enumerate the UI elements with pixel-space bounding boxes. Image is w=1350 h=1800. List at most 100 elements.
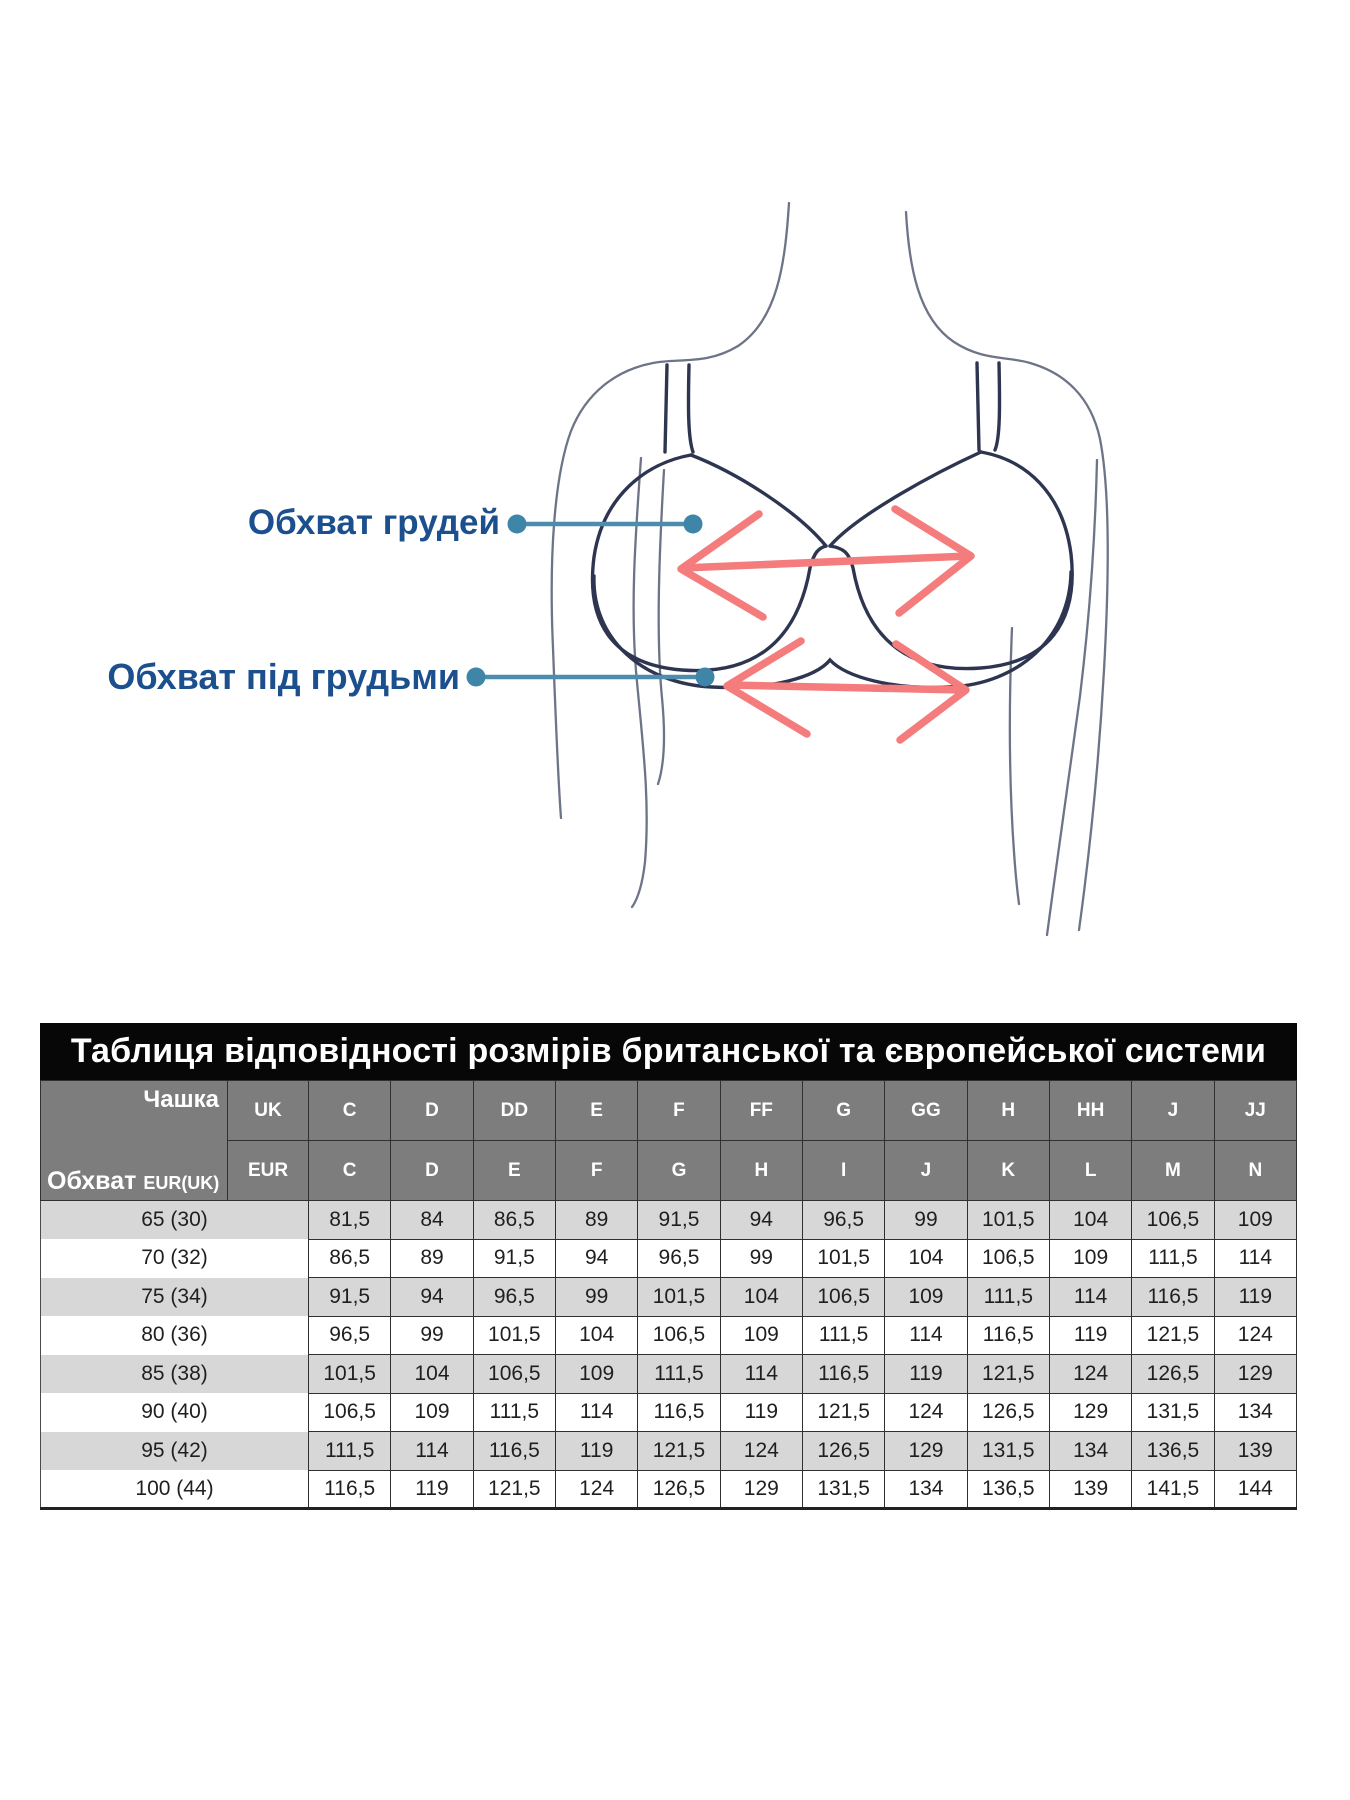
size-value-cell: 96,5 [307,1315,392,1355]
size-value-cell: 129 [1213,1354,1298,1394]
cup-header-cell: F [637,1080,721,1141]
size-value-cell: 111,5 [637,1354,721,1394]
cup-header-cell: G [637,1140,721,1201]
cup-header-cell: D [390,1080,474,1141]
underbust-measure-arrow-icon [723,637,970,744]
uk-header-row: Чашка Обхват EUR(UK) UK C D DD E F FF G GG H HH J J… [40,1080,1298,1201]
left-bra-strap-inner [686,363,695,454]
size-value-cell: 124 [719,1431,803,1471]
size-value-cell: 134 [1048,1431,1133,1471]
row-size-label: 95 (42) [40,1431,309,1470]
size-value-cell: 131,5 [966,1431,1050,1471]
size-value-cell: 106,5 [966,1238,1050,1278]
right-cup-top-edge [828,450,983,548]
size-value-cell: 104 [719,1277,803,1317]
left-underarm-line [656,468,666,786]
table-row: 85 (38) 101,5 104 106,5 109 111,5 114 116,5 119 1… [40,1354,1298,1394]
size-value-cell: 111,5 [1131,1238,1215,1278]
row-size-label: 90 (40) [40,1393,309,1432]
size-value-cell: 119 [1213,1277,1298,1317]
cup-header-cell: JJ [1213,1080,1298,1141]
size-value-cell: 111,5 [472,1392,556,1432]
torso-figure [550,201,1109,937]
table-row: 70 (32) 86,5 89 91,5 94 96,5 99 101,5 104 106,5 10… [40,1238,1298,1278]
size-value-cell: 119 [1048,1315,1133,1355]
bust-measure-arrow-icon [677,505,975,621]
size-value-cell: 129 [719,1469,803,1509]
right-torso-side-outline [1008,626,1021,906]
table-row: 100 (44) 116,5 119 121,5 124 126,5 129 131,5 134… [40,1469,1298,1509]
cup-header-cell: H [966,1080,1050,1141]
size-value-cell: 126,5 [966,1392,1050,1432]
size-value-cell: 96,5 [472,1277,556,1317]
cup-header-cell: L [1048,1140,1133,1201]
size-value-cell: 134 [884,1469,968,1509]
size-value-cell: 144 [1213,1469,1298,1509]
size-value-cell: 131,5 [801,1469,886,1509]
size-value-cell: 94 [390,1277,474,1317]
size-value-cell: 109 [390,1392,474,1432]
size-value-cell: 101,5 [966,1200,1050,1240]
bust-girth-label: Обхват грудей [247,503,500,542]
row-size-label: 100 (44) [40,1470,309,1509]
underbust-connector-line [466,667,715,687]
right-bra-strap-inner [993,361,1002,452]
size-value-cell: 141,5 [1131,1469,1215,1509]
size-value-cell: 106,5 [637,1315,721,1355]
size-value-cell: 119 [884,1354,968,1394]
size-value-cell: 109 [719,1315,803,1355]
size-value-cell: 99 [719,1238,803,1278]
bra-underband [592,570,1073,690]
cup-header-cell: M [1131,1140,1215,1201]
size-value-cell: 106,5 [801,1277,886,1317]
size-value-cell: 111,5 [307,1431,392,1471]
size-chart: Таблиця відповідності розмірів британськ… [40,1023,1298,1510]
size-value-cell: 89 [390,1238,474,1278]
right-cup-outline [828,450,1074,671]
size-value-cell: 116,5 [472,1431,556,1471]
left-torso-side-outline [630,456,648,909]
table-row: 90 (40) 106,5 109 111,5 114 116,5 119 121,5 124 1… [40,1392,1298,1432]
size-value-cell: 126,5 [1131,1354,1215,1394]
bra-measurement-diagram [466,201,1109,937]
size-value-cell: 94 [554,1238,639,1278]
size-value-cell: 86,5 [472,1200,556,1240]
size-value-cell: 116,5 [966,1315,1050,1355]
size-value-cell: 121,5 [801,1392,886,1432]
row-size-label: 85 (38) [40,1354,309,1393]
size-value-cell: 119 [390,1469,474,1509]
size-value-cell: 104 [554,1315,639,1355]
size-value-cell: 139 [1213,1431,1298,1471]
size-value-cell: 129 [1048,1392,1133,1432]
size-value-cell: 126,5 [801,1431,886,1471]
cup-header-cell: J [884,1140,968,1201]
right-bra-strap [975,361,981,452]
size-value-cell: 116,5 [1131,1277,1215,1317]
size-value-cell: 99 [884,1200,968,1240]
size-value-cell: 91,5 [307,1277,392,1317]
cup-axis-label: Чашка [143,1086,219,1113]
size-value-cell: 109 [1048,1238,1133,1278]
size-value-cell: 109 [554,1354,639,1394]
size-value-cell: 104 [390,1354,474,1394]
table-row: 65 (30) 81,5 84 86,5 89 91,5 94 96,5 99 101,5 104 1… [40,1200,1298,1240]
left-neck-shoulder-arm-outline [550,201,791,820]
size-value-cell: 91,5 [472,1238,556,1278]
size-table-header: Чашка Обхват EUR(UK) UK C D DD E F FF G GG H HH J J… [40,1080,1298,1201]
table-row: 80 (36) 96,5 99 101,5 104 106,5 109 111,5 114 116… [40,1315,1298,1355]
size-value-cell: 119 [719,1392,803,1432]
size-value-cell: 126,5 [637,1469,721,1509]
size-value-cell: 121,5 [966,1354,1050,1394]
left-cup-outline [590,453,828,673]
cup-header-cell: E [554,1080,639,1141]
size-value-cell: 101,5 [637,1277,721,1317]
size-value-cell: 136,5 [966,1469,1050,1509]
size-value-cell: 104 [884,1238,968,1278]
size-table: Чашка Обхват EUR(UK) UK C D DD E F FF G GG H HH J J… [40,1080,1298,1510]
size-value-cell: 114 [1213,1238,1298,1278]
size-value-cell: 124 [554,1469,639,1509]
row-size-label: 80 (36) [40,1316,309,1355]
size-value-cell: 106,5 [472,1354,556,1394]
